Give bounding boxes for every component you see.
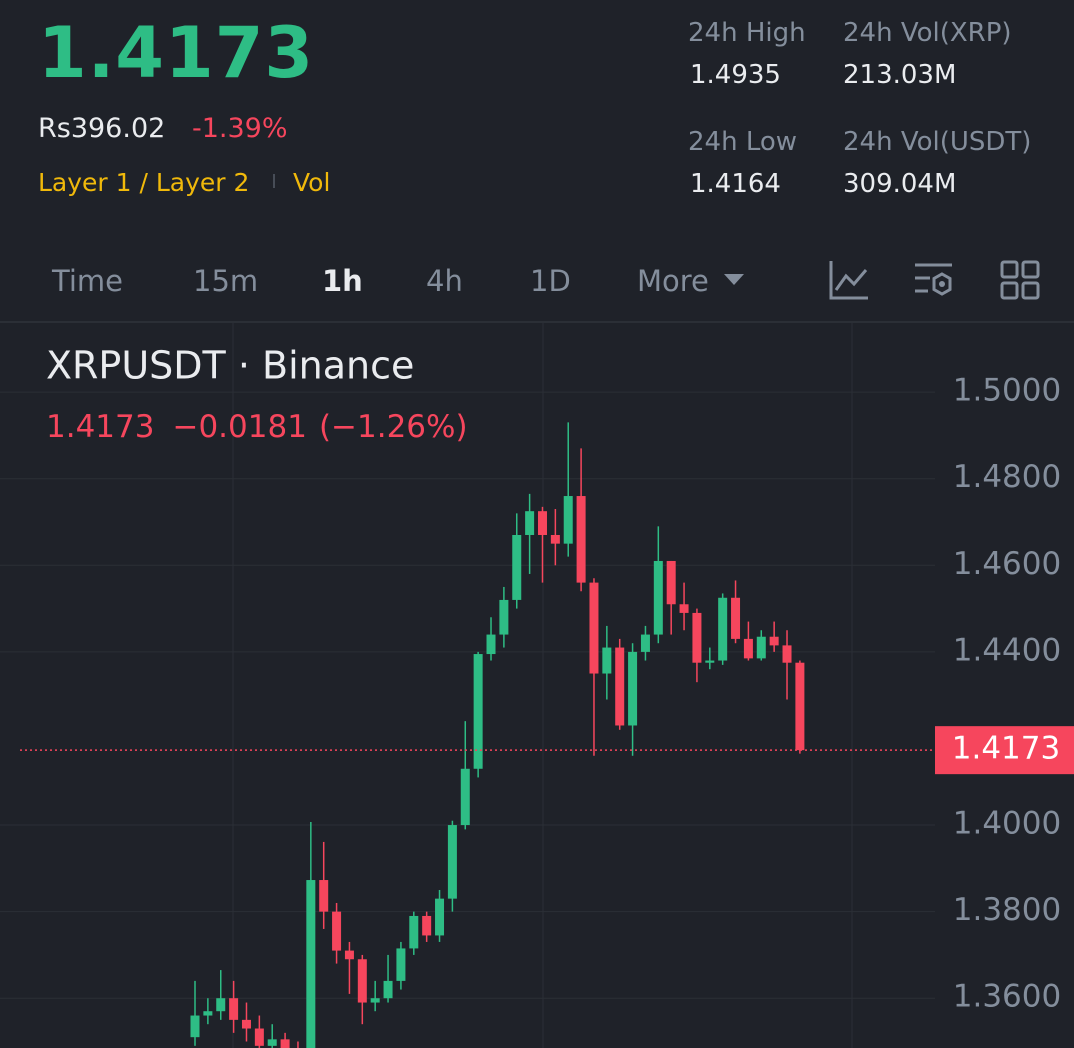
- y-tick-label: 1.3800: [953, 892, 1061, 928]
- layout-icon[interactable]: [1000, 260, 1040, 300]
- interval-tab[interactable]: 4h: [426, 264, 463, 298]
- candle-body: [537, 511, 547, 535]
- separator: [273, 174, 275, 188]
- chart-title: XRPUSDT · Binance: [46, 344, 414, 388]
- legend-value: 1.4173 −0.0181 (−1.26%): [46, 409, 468, 445]
- price-change: -1.39%: [192, 113, 288, 144]
- candle-body: [769, 636, 779, 646]
- stat-value: 309.04M: [843, 169, 957, 199]
- candle-body: [409, 915, 419, 949]
- candle-body: [628, 651, 638, 726]
- candle-body: [525, 511, 535, 535]
- last-price: 1.4173: [38, 12, 315, 94]
- candle-body: [383, 980, 393, 999]
- interval-tab[interactable]: 15m: [193, 264, 259, 298]
- interval-tab[interactable]: 1h: [322, 264, 363, 298]
- y-tick-label: 1.4400: [953, 632, 1061, 668]
- legend-close: 1.4173: [46, 409, 154, 445]
- settings-icon[interactable]: [912, 260, 956, 300]
- candle-body: [640, 634, 650, 652]
- indicator-icon[interactable]: [828, 258, 870, 302]
- candle-body: [332, 911, 342, 951]
- candle-body: [190, 1015, 200, 1038]
- category-tag[interactable]: Layer 1 / Layer 2: [38, 168, 250, 197]
- candle-body: [731, 597, 741, 639]
- candle-body: [447, 825, 457, 899]
- candle-body: [602, 647, 612, 674]
- y-tick-label: 1.5000: [953, 373, 1061, 409]
- fiat-price: Rs396.02: [38, 113, 166, 144]
- candle-body: [280, 1039, 290, 1048]
- candle-body: [460, 768, 470, 826]
- candle-body: [396, 948, 406, 981]
- candle-body: [692, 612, 702, 663]
- legend-change: −0.0181: [172, 409, 306, 445]
- stat-label: 24h Low: [688, 127, 798, 157]
- candle-body: [718, 597, 728, 661]
- stat-label: 24h Vol(XRP): [843, 18, 1012, 48]
- candle-body: [473, 654, 483, 769]
- interval-tab[interactable]: 1D: [530, 264, 571, 298]
- candle-body: [705, 660, 715, 663]
- candle-body: [576, 496, 586, 583]
- y-tick-label: 1.4800: [953, 459, 1061, 495]
- y-tick-label: 1.3600: [953, 979, 1061, 1015]
- y-tick-label: 1.4000: [953, 806, 1061, 842]
- last-price-box: [935, 726, 1074, 775]
- stat-value: 1.4935: [690, 60, 781, 90]
- dropdown-caret[interactable]: [724, 274, 744, 286]
- candle-body: [743, 638, 753, 659]
- candle-body: [203, 1011, 213, 1016]
- y-tick-label: 1.4600: [953, 546, 1061, 582]
- candle-body: [254, 1028, 264, 1046]
- candle-body: [486, 634, 496, 655]
- last-price-label: 1.4173: [952, 731, 1060, 767]
- candle-body: [615, 647, 625, 726]
- candle-body: [512, 534, 522, 600]
- candle-body: [589, 582, 599, 674]
- interval-tab[interactable]: Time: [52, 264, 123, 298]
- candle-body: [563, 496, 573, 544]
- candle-body: [357, 959, 367, 1003]
- legend-percent: (−1.26%): [319, 409, 468, 445]
- candle-body: [653, 560, 663, 635]
- candle-body: [756, 636, 766, 659]
- candle-body: [679, 604, 689, 613]
- category-tag[interactable]: Vol: [293, 168, 331, 197]
- candle-body: [319, 880, 329, 912]
- candle-body: [370, 998, 380, 1003]
- candle-body: [666, 560, 676, 605]
- candle-body: [435, 898, 445, 936]
- candle-body: [344, 950, 354, 960]
- stat-label: 24h High: [688, 18, 806, 48]
- interval-tab[interactable]: More: [637, 264, 709, 298]
- candle-body: [216, 998, 226, 1012]
- stat-value: 1.4164: [690, 169, 781, 199]
- candle-body: [306, 880, 316, 1048]
- candle-body: [550, 534, 560, 544]
- candle-body: [267, 1039, 277, 1046]
- stat-label: 24h Vol(USDT): [843, 127, 1032, 157]
- candle-body: [499, 599, 509, 635]
- candle-body: [422, 915, 432, 936]
- candle-body: [241, 1019, 251, 1029]
- candle-body: [782, 645, 792, 663]
- stat-value: 213.03M: [843, 60, 957, 90]
- candle-body: [229, 998, 239, 1020]
- candle-body: [795, 662, 805, 751]
